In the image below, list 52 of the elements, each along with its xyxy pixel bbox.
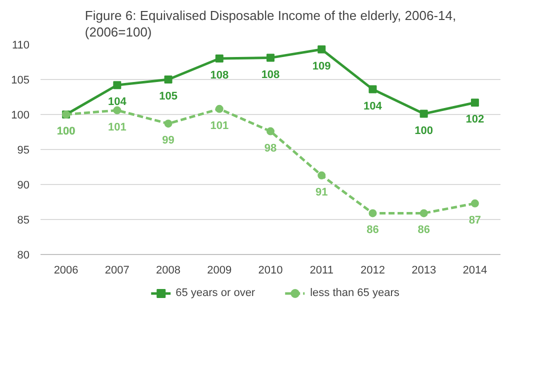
x-tick-label: 2011 (310, 264, 334, 276)
chart-title: Figure 6: Equivalised Disposable Income of the elderly, 2006-14, (2006=100) (84, 8, 456, 40)
y-tick-label: 95 (17, 144, 30, 156)
y-tick-label: 105 (11, 74, 30, 86)
data-label: 101 (108, 121, 126, 134)
data-label: 109 (312, 60, 331, 72)
data-label: 100 (56, 126, 76, 138)
point (318, 171, 326, 180)
point (164, 76, 172, 84)
point (368, 85, 377, 94)
x-tick-label: 2008 (156, 264, 181, 276)
point (420, 110, 428, 118)
data-label: 102 (466, 114, 484, 126)
point (266, 54, 274, 62)
data-label: 86 (366, 224, 379, 236)
point (266, 127, 274, 136)
data-label: 108 (261, 68, 280, 81)
data-label: 101 (210, 120, 229, 132)
data-label: 108 (210, 70, 229, 82)
x-tick-label: 2014 (462, 264, 488, 276)
legend-label: 65 years or over (176, 287, 256, 299)
point (470, 98, 479, 107)
y-tick-label: 80 (17, 250, 30, 262)
data-label: 105 (159, 90, 178, 102)
data-label: 87 (468, 214, 482, 226)
x-tick-label: 2009 (207, 264, 232, 276)
legend-label: less than 65 years (310, 287, 400, 299)
point (113, 81, 122, 90)
y-tick-label: 85 (17, 214, 30, 226)
point (470, 199, 479, 208)
x-tick-label: 2012 (360, 264, 385, 276)
y-tick-label: 90 (17, 180, 30, 192)
y-tick-label: 100 (11, 110, 30, 122)
data-label: 104 (108, 96, 128, 108)
data-label: 98 (264, 142, 277, 154)
data-label: 104 (364, 100, 383, 112)
point (164, 120, 172, 128)
data-label: 99 (162, 134, 174, 147)
data-label: 86 (418, 224, 430, 236)
x-tick-label: 2013 (412, 264, 436, 276)
x-tick-label: 2007 (104, 264, 130, 276)
point (318, 45, 326, 54)
x-tick-label: 2010 (258, 264, 283, 276)
y-tick-label: 110 (12, 40, 30, 52)
data-label: 91 (315, 186, 328, 198)
point (113, 106, 122, 114)
x-tick-label: 2006 (54, 264, 78, 276)
point (420, 209, 428, 218)
point (215, 104, 224, 113)
point (368, 209, 377, 218)
data-label: 100 (414, 124, 434, 137)
point (215, 54, 224, 62)
